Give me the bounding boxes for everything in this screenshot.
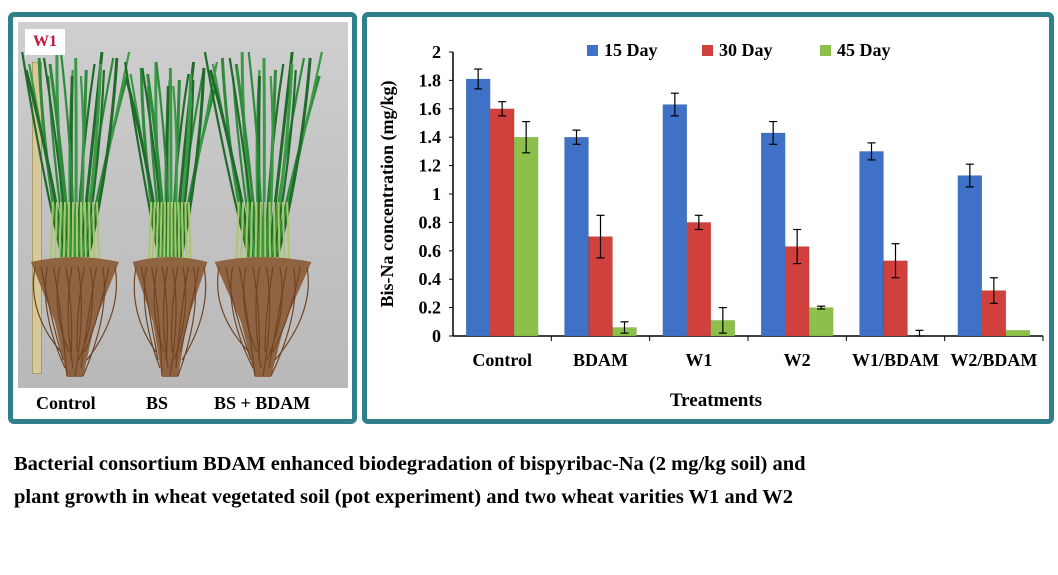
bar-chart: Bis-Na concentration (mg/kg) Treatments …	[377, 40, 1044, 411]
bar-45-day-w2-bdam	[1005, 330, 1031, 337]
bar-30-day-w1	[686, 222, 712, 337]
photo-panel: W1 Control BS BS + BDAM	[8, 12, 357, 424]
y-tick-label: 2	[432, 42, 441, 62]
measuring-ruler	[32, 62, 42, 374]
bar-15-day-w1-bdam	[859, 151, 884, 337]
plant-label-control: Control	[36, 392, 96, 413]
chart-axes: 0 0.2 0.4 0.6 0.8 1 1.2 1.4 1.6 1.8 2 Control BDAM W1…	[419, 42, 1044, 370]
caption-line-1: Bacterial consortium BDAM enhanced biode…	[14, 453, 806, 475]
bar-15-day-w1	[662, 104, 688, 337]
wheat-plant-bundle	[203, 51, 323, 377]
bar-45-day-w2	[808, 307, 834, 337]
bar-15-day-control	[465, 78, 491, 337]
x-tick-label: Control	[472, 350, 532, 370]
variety-badge: W1	[25, 29, 65, 55]
x-tick-label: W1/BDAM	[852, 350, 939, 370]
legend-swatch	[702, 45, 713, 56]
chart-panel: Bis-Na concentration (mg/kg) Treatments …	[362, 12, 1054, 424]
wheat-plants-photo: W1	[18, 22, 348, 388]
x-tick-label: W2/BDAM	[950, 350, 1037, 370]
x-tick-label: BDAM	[573, 350, 628, 370]
legend-label: 45 Day	[837, 40, 891, 60]
y-tick-label: 1.2	[419, 156, 442, 176]
legend-label: 15 Day	[604, 40, 658, 60]
y-tick-label: 0.6	[419, 241, 442, 261]
y-tick-label: 0	[432, 326, 441, 346]
bar-15-day-bdam	[564, 136, 589, 337]
legend-label: 30 Day	[719, 40, 773, 60]
legend-swatch	[587, 45, 598, 56]
chart-legend: 15 Day 30 Day 45 Day	[587, 40, 891, 60]
x-tick-label: W1	[685, 350, 712, 370]
wheat-plant-bundle	[124, 61, 219, 377]
legend-swatch	[820, 45, 831, 56]
x-axis-label: Treatments	[670, 390, 762, 411]
figure-caption: Bacterial consortium BDAM enhanced biode…	[14, 448, 1044, 514]
y-tick-label: 1.8	[419, 70, 442, 90]
y-tick-label: 0.8	[419, 212, 442, 232]
chart-bars	[465, 68, 1031, 337]
plant-label-bar: Control BS BS + BDAM	[18, 388, 348, 418]
plant-label-bs: BS	[146, 392, 169, 413]
plants-illustration	[21, 51, 323, 377]
y-tick-label: 0.4	[419, 269, 442, 289]
caption-line-2: plant growth in wheat vegetated soil (po…	[14, 486, 793, 508]
wheat-plant-bundle	[21, 51, 131, 377]
bar-15-day-w2-bdam	[957, 175, 983, 337]
x-tick-label: W2	[784, 350, 811, 370]
y-tick-label: 1.6	[419, 99, 442, 119]
bar-30-day-control	[489, 108, 515, 337]
y-tick-label: 1	[432, 184, 441, 204]
y-tick-label: 1.4	[419, 127, 442, 147]
bar-15-day-w2	[760, 132, 786, 337]
bar-45-day-control	[513, 136, 539, 337]
plant-label-bs-bdam: BS + BDAM	[214, 392, 311, 413]
y-tick-label: 0.2	[419, 298, 442, 318]
y-axis-label: Bis-Na concentration (mg/kg)	[377, 81, 398, 308]
